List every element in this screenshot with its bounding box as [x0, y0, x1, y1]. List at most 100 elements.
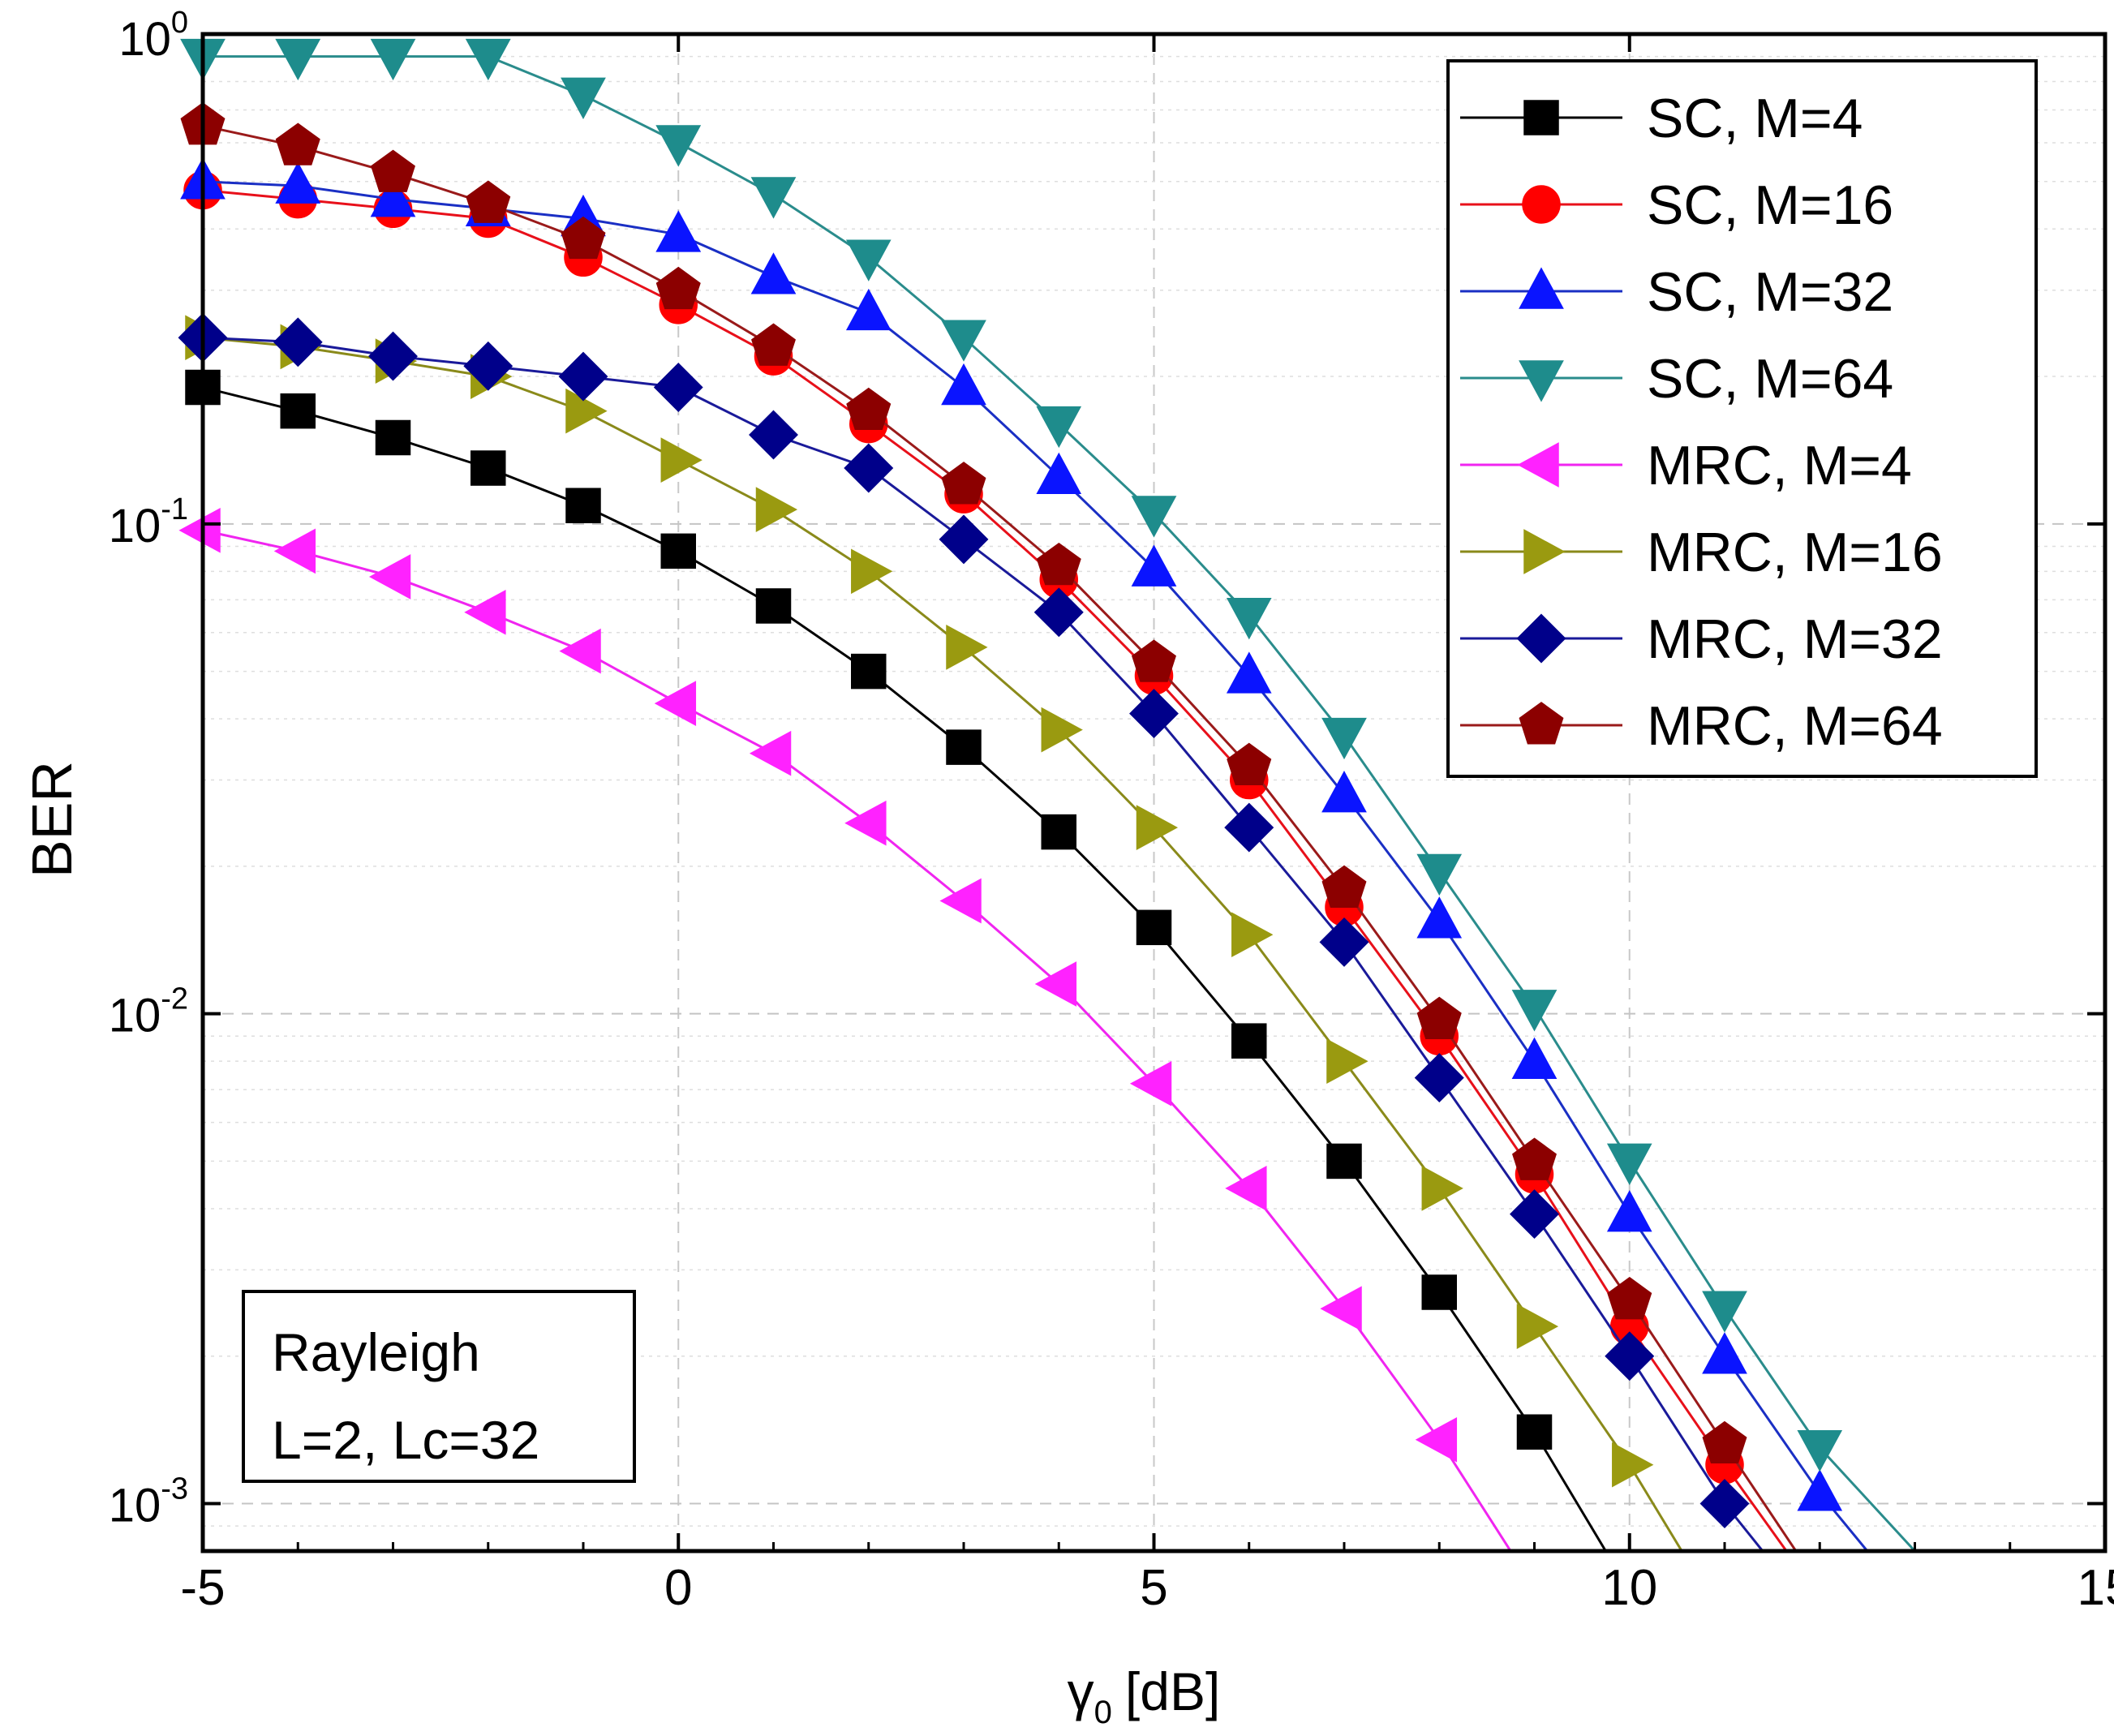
series-layer — [178, 38, 1916, 1553]
legend-label: MRC, M=16 — [1647, 522, 1943, 583]
x-tick-label: -5 — [180, 1560, 225, 1616]
x-tick-label: 15 — [2077, 1560, 2114, 1616]
data-point — [1321, 771, 1367, 813]
data-point — [1702, 1291, 1747, 1333]
data-point — [755, 588, 792, 624]
data-point — [273, 528, 316, 574]
legend-item: SC, M=32 — [1460, 261, 1893, 323]
data-point — [1224, 802, 1274, 853]
data-point — [755, 487, 798, 532]
data-point — [844, 443, 894, 493]
data-point — [1414, 1053, 1464, 1103]
y-tick-exponent: 0 — [171, 6, 188, 40]
data-point — [1326, 1143, 1362, 1180]
data-point — [1131, 544, 1177, 587]
data-point — [1606, 1190, 1652, 1232]
y-tick-exponent: -2 — [161, 982, 188, 1016]
y-tick-base: 10 — [118, 13, 171, 66]
data-point — [1605, 1331, 1655, 1381]
data-point — [1421, 1166, 1463, 1211]
data-point — [371, 149, 415, 192]
annotation-box — [242, 1290, 636, 1483]
legend-marker — [1523, 529, 1566, 574]
axis-ticks — [201, 32, 2107, 1551]
data-point — [1702, 1420, 1747, 1464]
series-line — [202, 386, 1607, 1552]
data-point — [1036, 452, 1082, 495]
x-tick-label: 5 — [1140, 1560, 1167, 1616]
data-point — [1699, 1479, 1750, 1528]
data-point — [1227, 742, 1272, 786]
data-point — [464, 589, 506, 635]
data-point — [1034, 961, 1077, 1007]
data-point — [751, 323, 796, 366]
data-point — [280, 393, 316, 429]
data-point — [275, 161, 321, 204]
data-point — [275, 122, 320, 165]
legend-item: MRC, M=4 — [1460, 435, 1912, 496]
legend-item: MRC, M=32 — [1460, 608, 1943, 670]
data-point — [851, 653, 887, 690]
data-point — [1036, 542, 1081, 586]
legend-item: SC, M=16 — [1460, 174, 1893, 236]
data-point — [941, 462, 986, 505]
data-point — [1319, 917, 1369, 967]
data-point — [1606, 1143, 1652, 1185]
data-point — [1416, 853, 1463, 896]
data-point — [1033, 587, 1084, 638]
legend-marker — [1516, 613, 1566, 664]
data-point — [1129, 689, 1179, 739]
data-point — [939, 514, 989, 565]
data-point — [653, 363, 703, 412]
data-point — [1416, 896, 1463, 939]
data-point — [1421, 1274, 1457, 1310]
data-point — [559, 628, 601, 674]
data-point — [368, 331, 418, 381]
data-point — [946, 729, 982, 765]
legend-label: MRC, M=4 — [1647, 435, 1912, 496]
data-point — [1131, 496, 1177, 538]
data-point — [1516, 1304, 1559, 1349]
data-point — [1702, 1332, 1747, 1374]
data-point — [1415, 1416, 1458, 1463]
legend-marker — [1519, 267, 1564, 309]
data-point — [370, 175, 416, 217]
data-point — [1320, 1286, 1362, 1332]
legend-marker — [1519, 702, 1564, 745]
x-axis-label-subscript: 0 — [1094, 1695, 1112, 1730]
y-tick-label: 10-3 — [109, 1472, 188, 1532]
data-point — [844, 800, 887, 846]
data-point — [565, 488, 601, 523]
data-point — [561, 216, 606, 260]
legend-marker — [1519, 360, 1564, 402]
data-point — [565, 388, 608, 434]
data-point — [1416, 996, 1462, 1040]
data-point — [1041, 814, 1076, 850]
data-point — [851, 548, 893, 595]
y-tick-base: 10 — [109, 1479, 161, 1532]
legend-label: MRC, M=32 — [1647, 608, 1943, 670]
data-point — [660, 437, 703, 483]
x-tick-label: 10 — [1601, 1560, 1657, 1616]
data-point — [941, 363, 986, 406]
data-point — [1231, 912, 1274, 958]
data-point — [654, 681, 697, 726]
data-point — [368, 554, 411, 599]
data-point — [846, 387, 892, 431]
y-tick-exponent: -3 — [161, 1472, 188, 1506]
y-axis-label: BER — [20, 761, 84, 878]
data-point — [655, 210, 702, 252]
legend-label: SC, M=16 — [1647, 174, 1893, 236]
y-tick-label: 10-2 — [109, 982, 188, 1042]
data-point — [1136, 805, 1179, 850]
data-point — [1321, 865, 1367, 908]
data-point — [370, 38, 416, 81]
data-point — [655, 125, 702, 167]
annotation-line-2: L=2, Lc=32 — [272, 1410, 539, 1470]
data-point — [273, 317, 323, 367]
data-point — [1226, 598, 1272, 640]
data-point — [1516, 1414, 1553, 1450]
x-axis-label: γ0 [dB] — [1068, 1661, 1221, 1730]
